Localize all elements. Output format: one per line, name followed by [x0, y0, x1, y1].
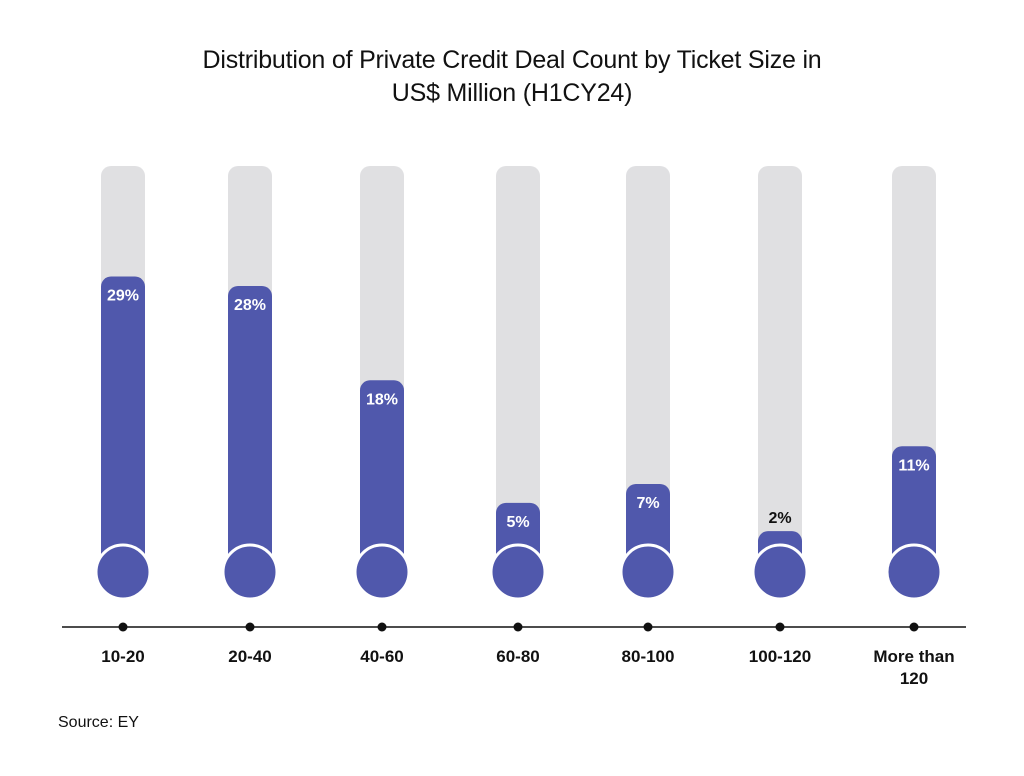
- bar-bulb: [94, 543, 152, 601]
- bar-value-label: 11%: [898, 457, 929, 474]
- bar: [892, 446, 936, 572]
- bar-track: [758, 166, 802, 572]
- category-label: 80-100: [622, 647, 675, 666]
- bar-bulb: [221, 543, 279, 601]
- bar-bulb: [751, 543, 809, 601]
- bar-value-label: 28%: [234, 297, 266, 314]
- axis-tick-dot: [909, 622, 919, 632]
- bar: [228, 285, 272, 572]
- bar: [360, 380, 404, 572]
- category-label: 10-20: [101, 647, 144, 666]
- category-label: 100-120: [749, 647, 811, 666]
- bar-value-label: 18%: [366, 391, 398, 408]
- bar-bulb: [489, 543, 547, 601]
- bar-group: 18% 40-60: [353, 166, 411, 666]
- bar-value-label: 29%: [107, 288, 139, 305]
- axis-tick-dot: [118, 622, 128, 632]
- category-label: 20-40: [228, 647, 271, 666]
- bar-group: 11% More than 120: [873, 166, 955, 688]
- bar-value-label: 5%: [506, 514, 529, 531]
- bar-value-label: 7%: [636, 495, 659, 512]
- category-label: 60-80: [496, 647, 539, 666]
- category-label: 40-60: [360, 647, 403, 666]
- bar-group: 2% 100-120: [749, 166, 811, 666]
- bar-bulb: [619, 543, 677, 601]
- axis-tick-dot: [513, 622, 523, 632]
- bar-group: 7% 80-100: [619, 166, 677, 666]
- bar-group: 5% 60-80: [489, 166, 547, 666]
- bar-bulb: [885, 543, 943, 601]
- bar-group: 29% 10-20: [94, 166, 152, 666]
- bar: [101, 276, 145, 572]
- chart-title: Distribution of Private Credit Deal Coun…: [0, 44, 1024, 110]
- bar-group: 28% 20-40: [221, 166, 279, 666]
- chart-title-line-1: Distribution of Private Credit Deal Coun…: [202, 46, 822, 74]
- chart-title-line-2: US$ Million (H1CY24): [391, 79, 633, 107]
- category-label: More than 120: [873, 647, 954, 688]
- axis-tick-dot: [775, 622, 785, 632]
- source-note: Source: EY: [58, 714, 139, 731]
- axis-tick-dot: [643, 622, 653, 632]
- bar-track: [626, 166, 670, 572]
- axis-tick-dot: [377, 622, 387, 632]
- bar-track: [496, 166, 540, 572]
- bar-bulb: [353, 543, 411, 601]
- bar-value-label: 2%: [768, 510, 791, 527]
- axis-tick-dot: [245, 622, 255, 632]
